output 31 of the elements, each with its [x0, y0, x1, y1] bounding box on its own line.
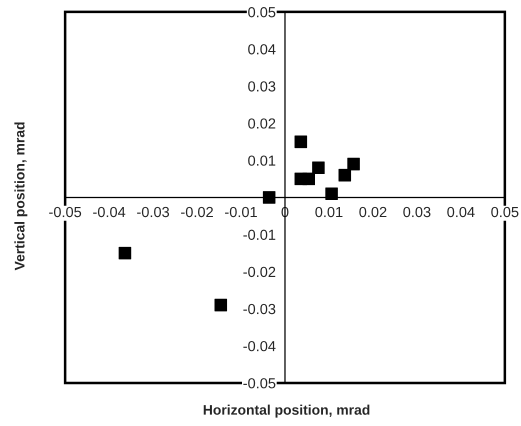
x-tick-label: 0.05 — [491, 206, 518, 218]
point — [325, 187, 338, 200]
y-tick-label: -0.05 — [243, 378, 276, 388]
point — [214, 298, 228, 312]
point — [118, 246, 132, 260]
x-tick-label: -0.04 — [93, 206, 126, 218]
y-tick-label: -0.04 — [243, 340, 276, 352]
x-axis-title: Horizontal position, mrad — [204, 404, 370, 418]
y-tick-label: 0.05 — [248, 7, 276, 18]
point — [338, 168, 352, 182]
x-tick-label: 0.02 — [359, 206, 386, 218]
x-tick-label: -0.05 — [49, 206, 82, 218]
y-tick-label: -0.01 — [243, 230, 276, 240]
x-tick-label: 0.01 — [315, 206, 342, 218]
x-tick-label: 0.03 — [403, 206, 430, 218]
point — [312, 161, 325, 174]
x-tick-label: -0.01 — [225, 206, 257, 218]
point — [294, 136, 308, 148]
y-axis-title: Vertical position, mrad — [14, 122, 28, 270]
point — [262, 191, 276, 204]
y-tick-label: 0.04 — [248, 44, 276, 54]
y-tick-label: -0.02 — [243, 266, 276, 278]
y-tick-label: 0.02 — [248, 118, 276, 129]
y-tick-label: -0.03 — [243, 304, 276, 314]
x-tick-label: 0.04 — [447, 206, 475, 218]
x-tick-label: -0.02 — [181, 206, 213, 218]
y-tick-label: 0.01 — [248, 155, 276, 166]
point — [302, 172, 316, 186]
y-tick-label: 0.03 — [248, 81, 276, 92]
point — [347, 158, 360, 170]
x-tick-label: -0.03 — [137, 206, 170, 218]
